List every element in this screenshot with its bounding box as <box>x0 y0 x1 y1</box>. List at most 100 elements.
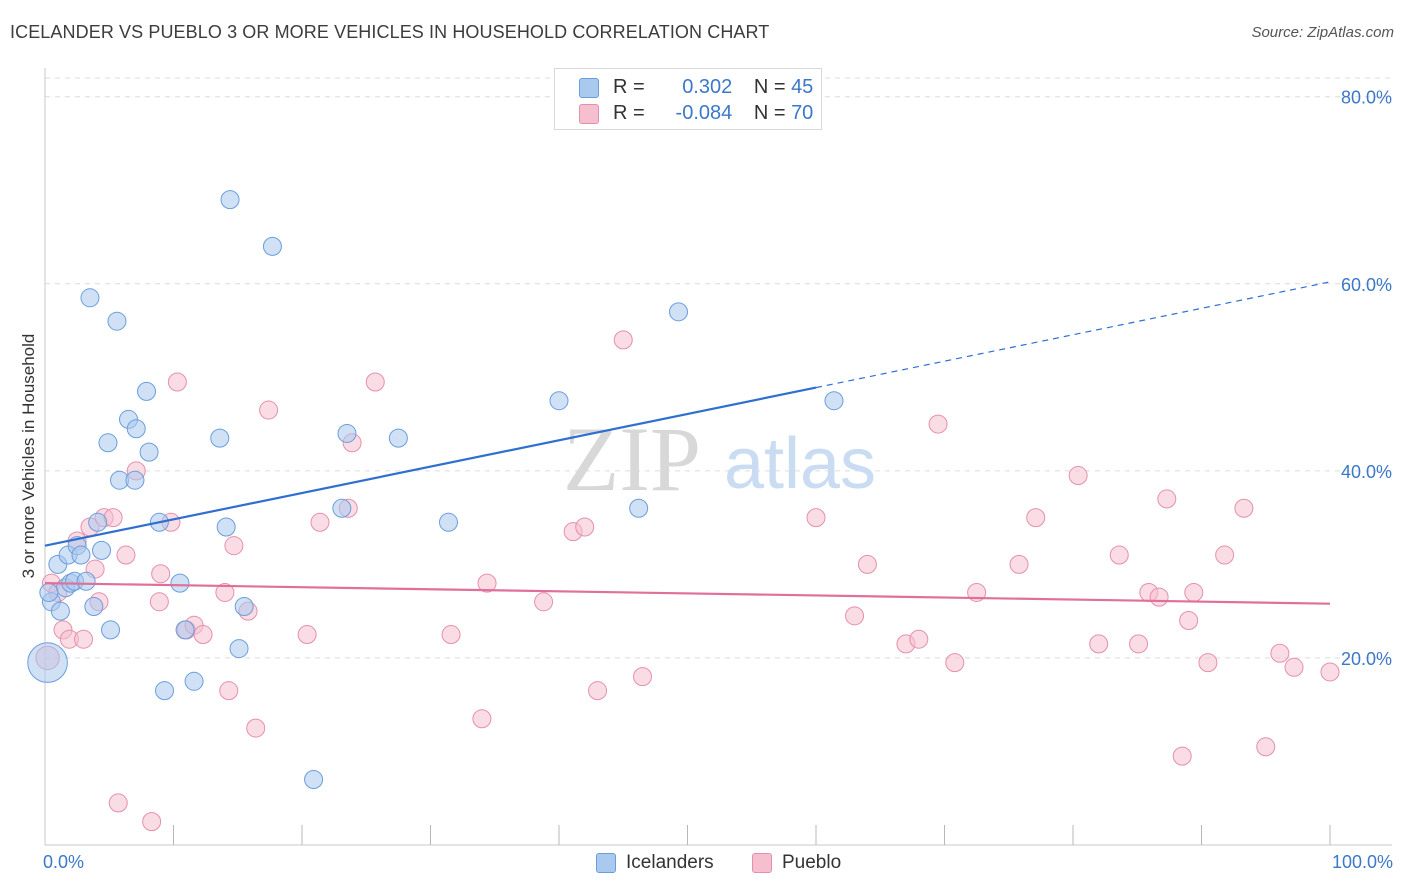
pueblo-point <box>246 718 266 738</box>
axes <box>44 68 1392 846</box>
pueblo-point <box>806 508 826 528</box>
pueblo-point <box>1009 554 1029 574</box>
icelander-point <box>80 288 100 308</box>
icelander-point <box>101 620 121 640</box>
y-tick-label: 60.0% <box>1341 275 1392 295</box>
icelander-point <box>549 391 569 411</box>
icelander-point <box>84 596 104 616</box>
pueblo-point <box>224 536 244 556</box>
icelander-point <box>629 498 649 518</box>
icelander-point <box>27 642 68 683</box>
pueblo-point <box>215 582 235 602</box>
icelander-point <box>210 428 230 448</box>
pueblo-point <box>845 606 865 626</box>
pueblo-point <box>1215 545 1235 565</box>
icelander-point <box>175 620 195 640</box>
source-credit: Source: ZipAtlas.com <box>1251 24 1394 41</box>
icelander-point <box>220 190 240 210</box>
pueblo-point <box>1149 587 1169 607</box>
pueblo-point <box>1184 582 1204 602</box>
icelander-point <box>88 512 108 532</box>
icelander-point <box>107 311 127 331</box>
pueblo-point <box>909 629 929 649</box>
pueblo-point <box>149 592 169 612</box>
gridlines <box>45 77 1392 659</box>
bottom-legend-label: Pueblo <box>782 852 842 873</box>
pueblo-point <box>1234 498 1254 518</box>
pueblo-point <box>1179 611 1199 631</box>
pueblo-point <box>1026 508 1046 528</box>
icelander-point <box>262 236 282 256</box>
legend-r-label: R = <box>613 102 645 124</box>
pueblo-swatch <box>752 853 772 873</box>
legend-n-label: N = <box>753 102 786 124</box>
pueblo-point <box>1284 657 1304 677</box>
icelander-point <box>98 433 118 453</box>
pueblo-point <box>477 573 497 593</box>
legend-r-value: -0.084 <box>675 102 733 124</box>
icelander-point <box>137 381 157 401</box>
pueblo-point <box>151 564 171 584</box>
trend-lines <box>44 281 1331 605</box>
pueblo-point <box>167 372 187 392</box>
legend-r-value: 0.302 <box>682 76 733 98</box>
icelander-point <box>139 442 159 462</box>
pueblo-point <box>1172 746 1192 766</box>
pueblo-point <box>575 517 595 537</box>
icelanders-points <box>27 190 844 790</box>
pueblo-point <box>142 812 162 832</box>
pueblo-points <box>35 330 1340 832</box>
watermark-zip: ZIP <box>563 408 701 510</box>
icelander-point <box>155 681 175 701</box>
pueblo-point <box>310 512 330 532</box>
pueblo-point <box>297 625 317 645</box>
y-tick-labels: 20.0% 40.0% 60.0% 80.0% <box>1341 88 1392 669</box>
watermark: ZIP atlas <box>563 408 876 510</box>
pueblo-point <box>633 667 653 687</box>
pueblo-point <box>857 554 877 574</box>
icelander-point <box>234 596 254 616</box>
icelander-point <box>50 601 70 621</box>
x-tick-label-min: 0.0% <box>43 852 85 872</box>
pueblo-point <box>219 681 239 701</box>
icelander-point <box>388 428 408 448</box>
icelander-point <box>71 545 91 565</box>
pueblo-point <box>365 372 385 392</box>
pueblo-point <box>1129 634 1149 654</box>
pueblo-point <box>472 709 492 729</box>
pueblo-point <box>534 592 554 612</box>
pueblo-point <box>1320 662 1340 682</box>
icelander-point <box>304 770 324 790</box>
pueblo-point <box>928 414 948 434</box>
pueblo-trend-line <box>44 581 1331 605</box>
legend-n-value: 70 <box>791 102 814 124</box>
icelanders-trend-line <box>44 386 817 547</box>
pueblo-point <box>1270 643 1290 663</box>
pueblo-point <box>259 400 279 420</box>
icelanders-trend-extension <box>815 281 1331 389</box>
pueblo-point <box>613 330 633 350</box>
pueblo-point <box>116 545 136 565</box>
icelander-point <box>669 302 689 322</box>
y-tick-label: 80.0% <box>1341 88 1392 108</box>
icelander-point <box>332 498 352 518</box>
icelander-point <box>76 571 96 591</box>
icelander-point <box>92 540 112 560</box>
pueblo-point <box>193 625 213 645</box>
pueblo-point <box>1109 545 1129 565</box>
icelander-point <box>438 512 458 532</box>
icelanders-swatch <box>579 78 599 98</box>
pueblo-swatch <box>579 104 599 124</box>
legend-n-label: N = <box>753 76 786 98</box>
legend-n-value: 45 <box>791 76 814 98</box>
icelander-point <box>337 423 357 443</box>
watermark-atlas: atlas <box>724 424 876 504</box>
icelander-point <box>170 573 190 593</box>
y-tick-label: 20.0% <box>1341 649 1392 669</box>
x-tick-label-max: 100.0% <box>1331 852 1393 872</box>
chart-title: ICELANDER VS PUEBLO 3 OR MORE VEHICLES I… <box>10 22 770 42</box>
icelander-point <box>184 671 204 691</box>
bottom-legend-label: Icelanders <box>626 852 714 873</box>
pueblo-point <box>1157 489 1177 509</box>
